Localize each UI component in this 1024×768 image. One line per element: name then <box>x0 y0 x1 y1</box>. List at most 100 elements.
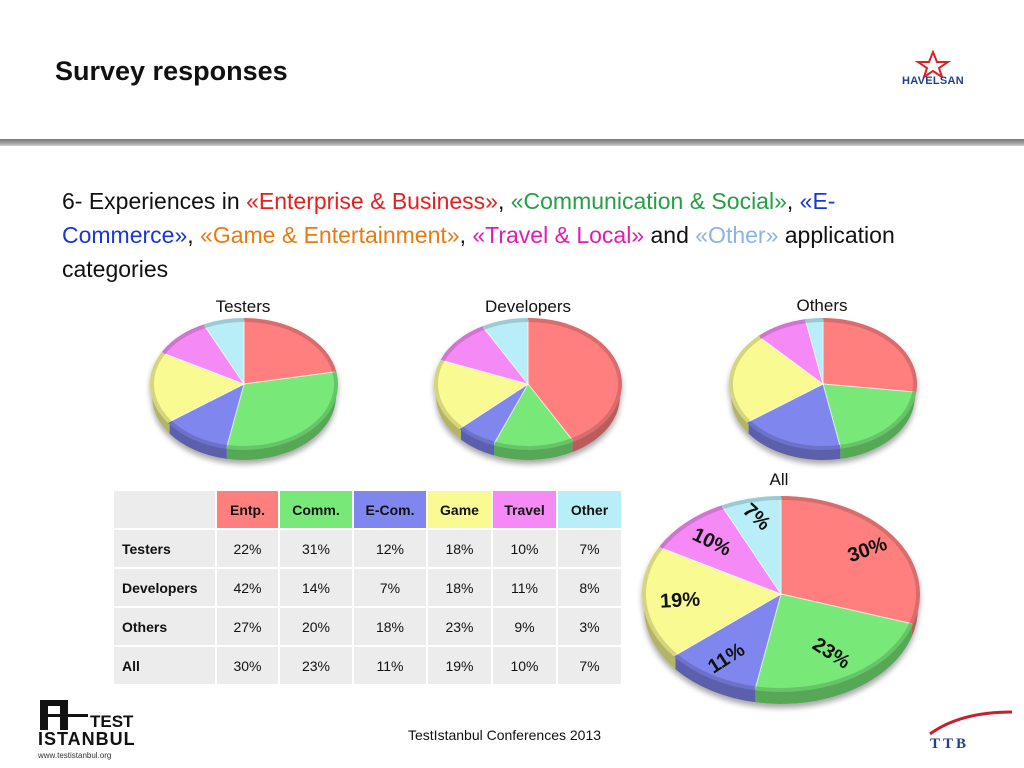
table-corner <box>114 491 215 528</box>
col-header-other: Other <box>558 491 621 528</box>
havelsan-logo-text: HAVELSAN <box>901 75 965 87</box>
category-communication: «Communication & Social» <box>510 188 787 214</box>
table-row: All 30% 23% 11% 19% 10% 7% <box>114 647 621 684</box>
pie-slice-rim-ecom <box>168 420 228 449</box>
pie-slice-side-comm <box>226 384 336 461</box>
ttb-logo: TTB <box>920 708 1016 764</box>
table-cell: 23% <box>428 608 491 645</box>
table-cell: 14% <box>280 569 352 606</box>
pie-title: Developers <box>485 297 571 316</box>
pie-slice-rim-travel <box>440 326 485 362</box>
table-cell: 22% <box>217 530 278 567</box>
pie-body <box>642 496 920 704</box>
row-header: Developers <box>114 569 215 606</box>
separator: , <box>187 222 201 248</box>
header-divider <box>0 139 1024 146</box>
table-cell: 11% <box>493 569 556 606</box>
footer-text: TestIstanbul Conferences 2013 <box>408 727 602 743</box>
page-title: Survey responses <box>55 56 288 86</box>
table-cell: 8% <box>558 569 621 606</box>
pie-slice-side-comm <box>840 392 915 459</box>
table-cell: 42% <box>217 569 278 606</box>
pie-slice-rim-ecom <box>674 653 756 691</box>
table-cell: 18% <box>354 608 426 645</box>
pie-others: Others <box>729 296 917 460</box>
pie-slice-rim-entp <box>527 318 622 442</box>
pie-title: All <box>770 470 789 489</box>
row-header: All <box>114 647 215 684</box>
pie-slice-side-game <box>436 384 461 440</box>
pie-slice-rim-game <box>150 351 171 424</box>
separator: , <box>459 222 473 248</box>
pie-slice-rim-entp <box>243 318 337 373</box>
results-table: Entp. Comm. E-Com. Game Travel Other Tes… <box>112 489 623 686</box>
pie-slice-rim-other <box>805 318 824 324</box>
pie-slice-rim-travel <box>758 319 807 340</box>
question-text: 6- Experiences in «Enterprise & Business… <box>62 184 942 286</box>
testistanbul-logo: TEST ISTANBUL www.testistanbul.org <box>38 698 138 762</box>
table-cell: 27% <box>217 608 278 645</box>
pie-slice-rim-other <box>722 496 782 510</box>
table-row: Developers 42% 14% 7% 18% 11% 8% <box>114 569 621 606</box>
pie-slice-rim-other <box>482 318 529 330</box>
pie-slice-rim-ecom <box>747 420 841 450</box>
pie-slice-rim-game <box>642 546 677 657</box>
table-cell: 10% <box>493 647 556 684</box>
pie-slice-side-ecom <box>748 421 841 460</box>
star-icon <box>914 49 952 80</box>
pie-testers: Testers <box>150 297 338 461</box>
table-row: Others 27% 20% 18% 23% 9% 3% <box>114 608 621 645</box>
pie-title: Others <box>796 296 847 315</box>
table-cell: 18% <box>428 530 491 567</box>
pie-slice-rim-comm <box>493 438 574 450</box>
testistanbul-url: www.testistanbul.org <box>38 751 112 760</box>
ttb-logo-text: TTB <box>930 736 970 752</box>
table-cell: 7% <box>558 530 621 567</box>
pie-slice-rim-comm <box>755 622 914 692</box>
col-header-game: Game <box>428 491 491 528</box>
pie-slice-rim-game <box>434 359 463 430</box>
table-cell: 23% <box>280 647 352 684</box>
table-cell: 18% <box>428 569 491 606</box>
category-ecommerce: «E-Commerce» <box>62 188 836 248</box>
havelsan-logo: HAVELSAN <box>896 49 970 92</box>
testistanbul-logo-test: TEST <box>90 712 134 731</box>
pie-slice-entp <box>822 319 916 393</box>
category-other: «Other» <box>695 222 779 248</box>
category-game: «Game & Entertainment» <box>200 222 460 248</box>
separator: , <box>786 188 800 214</box>
table-cell: 12% <box>354 530 426 567</box>
pie-slice-rim-ecom <box>459 426 495 446</box>
pie-slice-rim-game <box>729 335 762 424</box>
testistanbul-logo-text: ISTANBUL <box>38 729 136 749</box>
pie-slice-side-game <box>731 384 749 434</box>
question-prefix: 6- Experiences in <box>62 188 247 214</box>
pie-body <box>150 318 338 461</box>
table-cell: 19% <box>428 647 491 684</box>
conjunction: and <box>644 222 696 248</box>
table-cell: 30% <box>217 647 278 684</box>
swoosh-icon <box>929 710 1013 736</box>
col-header-comm: Comm. <box>280 491 352 528</box>
pie-slice-rim-travel <box>161 324 206 355</box>
table-cell: 7% <box>354 569 426 606</box>
table-cell: 20% <box>280 608 352 645</box>
pie-slice-rim-other <box>204 318 245 328</box>
table-header-row: Entp. Comm. E-Com. Game Travel Other <box>114 491 621 528</box>
row-header: Testers <box>114 530 215 567</box>
table-cell: 11% <box>354 647 426 684</box>
table-cell: 3% <box>558 608 621 645</box>
bridge-icon <box>40 700 88 730</box>
row-header: Others <box>114 608 215 645</box>
category-travel: «Travel & Local» <box>472 222 645 248</box>
pie-slice-side-comm <box>755 623 912 704</box>
table-cell: 10% <box>493 530 556 567</box>
table-cell: 7% <box>558 647 621 684</box>
col-header-ecom: E-Com. <box>354 491 426 528</box>
table-cell: 31% <box>280 530 352 567</box>
separator: , <box>497 188 511 214</box>
pie-developers: Developers <box>434 297 622 460</box>
category-enterprise: «Enterprise & Business» <box>246 188 498 214</box>
pie-title: Testers <box>216 297 271 316</box>
